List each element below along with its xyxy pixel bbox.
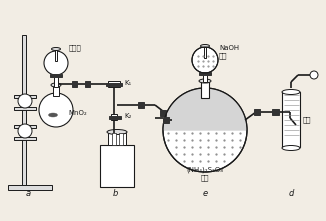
Bar <box>199 72 211 75</box>
Text: a: a <box>25 189 31 198</box>
Bar <box>109 116 121 119</box>
Bar <box>14 125 36 128</box>
Text: e: e <box>202 189 208 198</box>
Ellipse shape <box>107 130 127 135</box>
Text: MnO₂: MnO₂ <box>68 110 87 116</box>
Circle shape <box>310 71 318 79</box>
Text: 双氧水: 双氧水 <box>69 45 82 51</box>
Bar <box>111 114 117 120</box>
Circle shape <box>163 88 247 172</box>
Bar <box>163 117 169 123</box>
Text: K₂: K₂ <box>124 113 131 119</box>
Bar <box>138 102 144 108</box>
Text: NaOH
溶液: NaOH 溶液 <box>219 45 239 59</box>
Ellipse shape <box>49 113 57 117</box>
Circle shape <box>18 124 32 138</box>
Bar <box>14 107 36 110</box>
Bar <box>54 75 58 87</box>
Bar <box>108 81 120 87</box>
Ellipse shape <box>282 90 300 95</box>
Bar <box>72 81 77 87</box>
Bar <box>112 133 116 145</box>
Bar <box>100 145 134 187</box>
Bar <box>203 73 207 82</box>
Bar <box>55 50 57 61</box>
Ellipse shape <box>52 48 61 51</box>
Bar <box>201 82 209 98</box>
Text: (NH₄)₂S₂O₈
溶液: (NH₄)₂S₂O₈ 溶液 <box>186 167 224 181</box>
Bar <box>22 35 26 185</box>
Bar <box>254 109 260 115</box>
Bar <box>85 81 90 87</box>
Circle shape <box>44 51 68 75</box>
Bar <box>119 133 123 145</box>
Bar <box>14 137 36 140</box>
Bar <box>106 83 122 86</box>
Ellipse shape <box>51 83 61 87</box>
Bar <box>53 86 59 96</box>
Bar <box>204 47 206 58</box>
Text: K₁: K₁ <box>124 80 131 86</box>
Bar <box>272 109 279 115</box>
Circle shape <box>18 94 32 108</box>
Bar <box>14 95 36 98</box>
Ellipse shape <box>282 145 300 151</box>
Bar <box>8 185 52 190</box>
Text: b: b <box>112 189 118 198</box>
Text: 硫酸: 硫酸 <box>303 117 312 123</box>
Circle shape <box>192 47 218 73</box>
Ellipse shape <box>200 44 210 48</box>
Polygon shape <box>164 89 246 130</box>
Bar <box>282 92 300 147</box>
Bar <box>108 133 126 145</box>
Text: d: d <box>288 189 294 198</box>
Ellipse shape <box>199 79 211 83</box>
Bar <box>160 110 166 116</box>
Circle shape <box>39 93 73 127</box>
Bar <box>50 74 62 77</box>
